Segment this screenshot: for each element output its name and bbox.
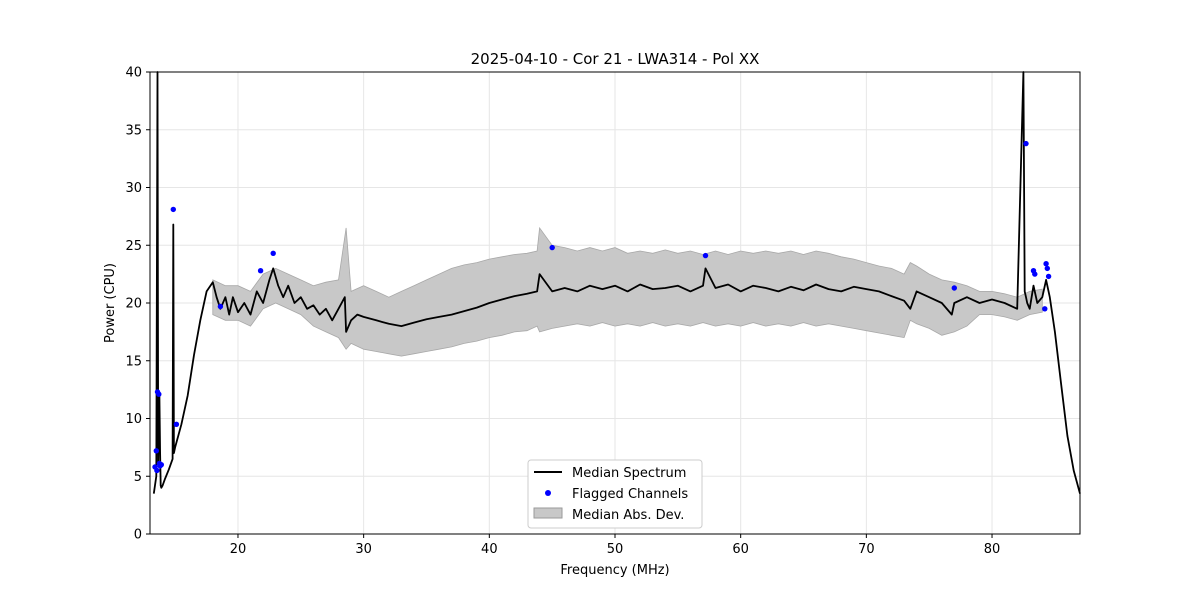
y-axis-ticks: 0 5 10 15 20 25 30 35 40 xyxy=(125,66,150,543)
flagged-channel-point xyxy=(173,421,180,427)
y-tick-label: 40 xyxy=(125,66,142,81)
x-tick-label: 70 xyxy=(858,542,875,557)
flagged-channel-point xyxy=(1042,306,1048,312)
flagged-channel-point xyxy=(156,391,162,397)
x-axis-label: Frequency (MHz) xyxy=(560,563,669,578)
flagged-channel-point xyxy=(270,250,276,256)
flagged-channel-point xyxy=(951,285,957,291)
y-tick-label: 0 xyxy=(134,528,142,543)
flagged-channel-point xyxy=(1032,271,1038,277)
legend-box xyxy=(527,459,703,529)
y-axis-label: Power (CPU) xyxy=(103,263,118,343)
y-tick-label: 30 xyxy=(125,181,142,196)
y-tick-label: 25 xyxy=(125,239,142,254)
chart-title: 2025-04-10 - Cor 21 - LWA314 - Pol XX xyxy=(471,50,760,68)
y-tick-label: 35 xyxy=(125,123,142,138)
x-tick-label: 60 xyxy=(732,542,749,557)
legend: Median Spectrum Flagged Channels Median … xyxy=(527,459,703,529)
flagged-channel-point xyxy=(156,460,163,467)
flagged-channel-point xyxy=(1023,140,1029,147)
y-tick-label: 5 xyxy=(134,470,142,485)
y-tick-label: 10 xyxy=(125,412,142,427)
x-tick-label: 80 xyxy=(984,542,1001,557)
flagged-channels-group xyxy=(152,140,1052,474)
flagged-channel-point xyxy=(549,244,555,251)
legend-mad-swatch xyxy=(533,507,563,519)
flagged-channel-point xyxy=(170,206,176,213)
flagged-channel-point xyxy=(1044,265,1051,272)
flagged-channel-point xyxy=(153,448,159,454)
flagged-channel-point xyxy=(1045,273,1052,280)
x-tick-label: 40 xyxy=(481,542,498,557)
legend-flagged-swatch xyxy=(545,490,551,496)
y-tick-label: 20 xyxy=(125,297,142,312)
median-spectrum-line xyxy=(152,71,1081,494)
flagged-channel-point xyxy=(217,303,224,310)
legend-median-label: Median Spectrum xyxy=(572,466,686,481)
flagged-channel-point xyxy=(154,467,160,474)
flagged-channel-point xyxy=(702,252,709,259)
x-tick-label: 30 xyxy=(355,542,372,557)
median-spectrum-group xyxy=(152,71,1081,494)
x-axis-ticks: 20 30 40 50 60 70 80 xyxy=(230,534,1001,557)
x-tick-label: 20 xyxy=(230,542,247,557)
y-tick-label: 15 xyxy=(125,354,142,369)
legend-mad-label: Median Abs. Dev. xyxy=(572,508,684,523)
legend-flagged-label: Flagged Channels xyxy=(572,487,688,502)
flagged-channel-point xyxy=(257,268,264,274)
flagged-channel-point xyxy=(1043,261,1049,267)
x-tick-label: 50 xyxy=(607,542,624,557)
